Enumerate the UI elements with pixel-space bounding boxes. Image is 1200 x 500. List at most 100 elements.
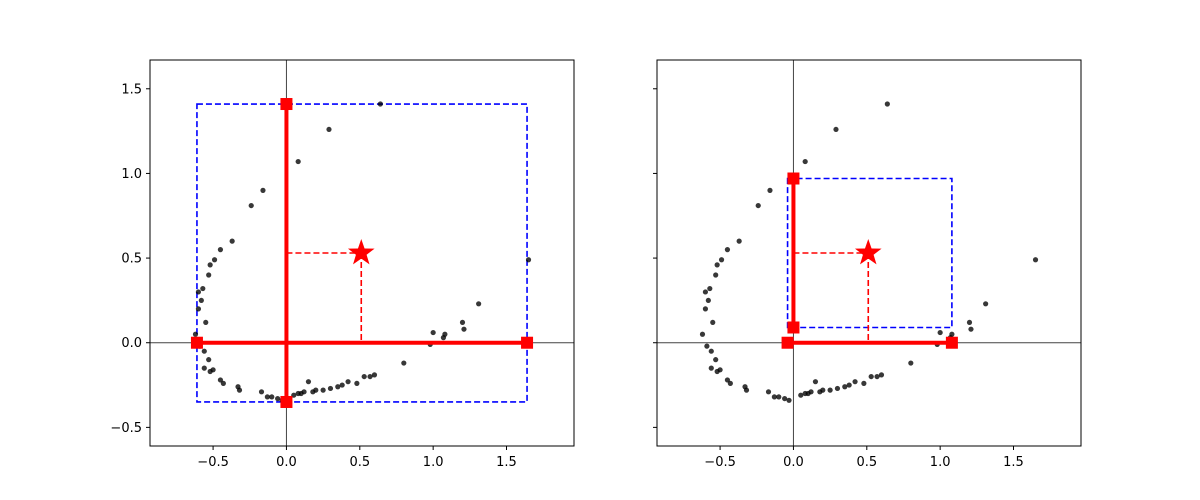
scatter-point <box>367 373 373 380</box>
x-tick-label: 0.5 <box>856 455 877 470</box>
x-tick-label: −0.5 <box>704 455 736 470</box>
scatter-point <box>192 331 199 337</box>
scatter-point <box>878 372 885 378</box>
scatter-point <box>767 187 773 193</box>
x-tick-label: 0.0 <box>276 455 297 470</box>
scatter-point <box>718 257 725 263</box>
scatter-point <box>983 301 989 307</box>
scatter-point <box>459 319 466 326</box>
scatter-point <box>354 380 360 386</box>
scatter-point <box>827 387 833 393</box>
scatter-point <box>743 387 750 393</box>
scatter-point <box>714 262 720 268</box>
scatter-point <box>798 392 804 398</box>
scatter-point <box>207 262 213 268</box>
scatter-point <box>305 379 312 385</box>
scatter-point <box>704 343 710 349</box>
scatter-point <box>868 373 874 380</box>
x-tick-label: 0.0 <box>783 455 804 470</box>
scatter-point <box>884 101 890 107</box>
c0-star <box>854 239 882 265</box>
scatter-point <box>765 389 772 395</box>
scatter-point <box>724 247 731 253</box>
scatter-point <box>195 306 202 312</box>
bounding-box <box>196 103 528 403</box>
scatter-point <box>820 387 826 393</box>
scatter-point <box>201 365 207 371</box>
scatter-point <box>229 238 235 244</box>
scatter-point <box>476 301 482 307</box>
c1-minus-marker <box>781 336 794 349</box>
bounding-box <box>786 177 953 329</box>
y-tick-label: 1.0 <box>121 167 142 182</box>
c2-plus-marker <box>280 98 293 111</box>
scatter-point <box>264 394 270 400</box>
scatter-point <box>217 247 224 253</box>
c0-star <box>347 239 375 265</box>
scatter-point <box>295 158 301 165</box>
scatter-point <box>908 360 914 366</box>
x-tick-label: −0.5 <box>197 455 229 470</box>
scatter-point <box>937 329 943 336</box>
scatter-point <box>430 329 436 336</box>
scatter-point <box>377 101 383 107</box>
scatter-point <box>705 297 711 304</box>
y-tick-label: 1.5 <box>121 82 142 97</box>
scatter-point <box>201 348 207 354</box>
scatter-point <box>291 392 297 398</box>
scatter-point <box>525 257 532 263</box>
scatter-point <box>949 331 955 337</box>
scatter-point <box>713 357 719 363</box>
scatter-point <box>782 395 788 402</box>
scatter-point <box>710 319 716 326</box>
scatter-point <box>248 202 254 209</box>
scatter-point <box>786 397 792 403</box>
scatter-point <box>1032 257 1039 263</box>
c2-plus-marker <box>787 172 800 185</box>
scatter-point <box>195 289 202 295</box>
scatter-point <box>327 385 334 392</box>
scatter-point <box>707 285 713 292</box>
scatter-point <box>220 380 226 386</box>
c1-plus-marker <box>521 336 534 349</box>
y-tick-label: 0.0 <box>121 336 142 351</box>
scatter-point <box>808 389 814 395</box>
scatter-point <box>812 379 819 385</box>
scatter-point <box>269 394 275 400</box>
scatter-point <box>371 372 378 378</box>
scatter-point <box>275 395 281 402</box>
scatter-point <box>200 285 206 292</box>
scatter-point <box>301 389 307 395</box>
scatter-point <box>313 387 319 393</box>
x-tick-label: 1.5 <box>496 455 517 470</box>
scatter-point <box>874 373 880 380</box>
scatter-point <box>217 377 224 383</box>
left-panel: −0.5 0.0 0.5 1.0 1.5 −0.5 0.0 0.5 1.0 1.5 <box>110 59 575 470</box>
scatter-point <box>326 126 332 133</box>
scatter-point <box>198 297 204 304</box>
scatter-point <box>401 360 407 366</box>
scatter-point <box>846 382 852 388</box>
scatter-point <box>345 379 351 385</box>
scatter-point <box>320 387 326 393</box>
scatter-point <box>699 331 706 337</box>
scatter-point <box>702 289 709 295</box>
x-tick-label: 1.5 <box>1003 455 1024 470</box>
y-tick-label: −0.5 <box>110 421 142 436</box>
scatter-point <box>968 326 974 332</box>
y-tick-label: 0.5 <box>121 252 142 267</box>
scatter-point <box>833 126 839 133</box>
x-tick-label: 1.0 <box>423 455 444 470</box>
scatter-point <box>260 187 266 193</box>
scatter-point <box>339 382 345 388</box>
scatter-point <box>361 373 367 380</box>
scatter-point <box>727 380 733 386</box>
c2-minus-marker <box>280 395 293 408</box>
right-panel: −0.5 0.0 0.5 1.0 1.5 <box>653 59 1082 470</box>
axes-frame <box>656 59 1082 447</box>
c2-minus-marker <box>787 321 800 334</box>
c1-minus-marker <box>190 336 203 349</box>
scatter-point <box>236 387 243 393</box>
scatter-point <box>802 158 808 165</box>
